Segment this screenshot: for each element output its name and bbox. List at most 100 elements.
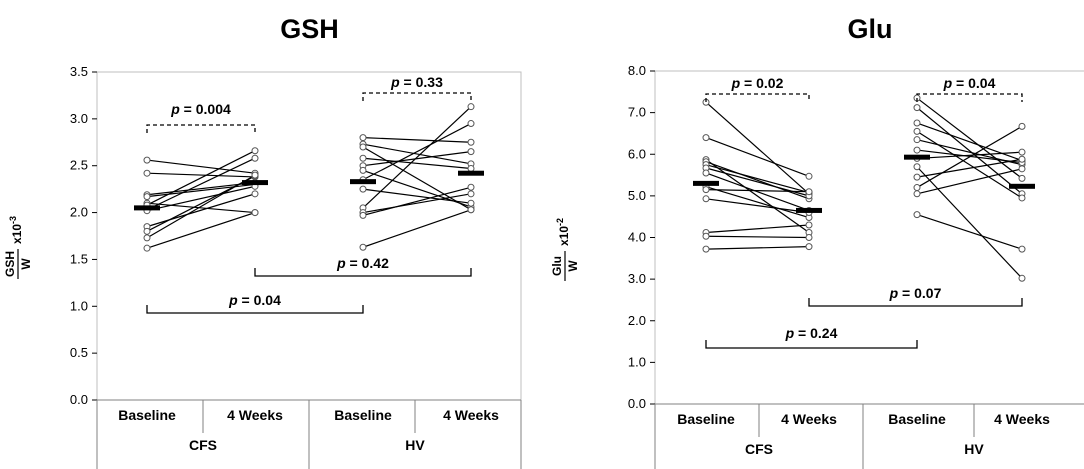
- data-point: [467, 103, 475, 111]
- x-category-label: Baseline: [677, 411, 735, 427]
- data-point: [702, 169, 710, 177]
- mean-bar: [350, 179, 376, 185]
- plot-frame: [96, 71, 522, 401]
- comparison-bracket: [808, 298, 1023, 307]
- mean-bar: [134, 205, 160, 211]
- x-category-label: Baseline: [334, 407, 392, 423]
- data-point: [913, 190, 921, 198]
- y-tick-label: 2.5: [70, 158, 88, 173]
- paired-line: [705, 189, 810, 193]
- data-point: [1018, 274, 1026, 282]
- paired-line: [705, 246, 810, 250]
- comparison-bracket: [146, 124, 256, 133]
- paired-line: [362, 151, 472, 167]
- paired-line: [146, 212, 256, 249]
- data-point: [251, 154, 259, 162]
- paired-line: [916, 122, 1023, 162]
- x-category-label: 4 Weeks: [994, 411, 1050, 427]
- mean-bar: [693, 180, 719, 186]
- paired-line: [146, 183, 256, 198]
- mean-bar: [242, 180, 268, 186]
- data-point: [805, 188, 813, 196]
- data-point: [702, 134, 710, 142]
- data-point: [359, 211, 367, 219]
- chart-title: Glu: [847, 14, 893, 44]
- paired-line: [362, 209, 472, 248]
- data-point: [913, 104, 921, 112]
- y-tick-label: 0.0: [628, 396, 646, 411]
- data-point: [143, 234, 151, 242]
- data-point: [251, 147, 259, 155]
- comparison-p-value: p = 0.004: [170, 101, 231, 117]
- comparison-p-value: p = 0.42: [336, 255, 389, 271]
- data-point: [359, 185, 367, 193]
- mean-bar: [458, 170, 484, 176]
- data-point: [702, 245, 710, 253]
- paired-line: [705, 137, 810, 177]
- plot-frame: [654, 70, 1084, 405]
- comparison-bracket: [146, 305, 364, 314]
- comparison-bracket: [705, 340, 918, 349]
- chart-title: GSH: [280, 14, 339, 44]
- y-tick-label: 6.0: [628, 146, 646, 161]
- x-category-label: 4 Weeks: [781, 411, 837, 427]
- data-point: [702, 232, 710, 240]
- data-point: [1018, 148, 1026, 156]
- paired-line: [146, 202, 256, 214]
- data-point: [913, 136, 921, 144]
- paired-line: [362, 106, 472, 209]
- data-point: [467, 120, 475, 128]
- paired-line: [705, 235, 810, 239]
- y-label-scale: x10-3: [8, 216, 24, 244]
- paired-line: [916, 107, 1023, 195]
- data-point: [143, 169, 151, 177]
- mean-bar: [796, 207, 822, 213]
- paired-line: [362, 143, 472, 165]
- comparison-p-value: p = 0.02: [731, 75, 784, 91]
- data-point: [143, 244, 151, 252]
- paired-line: [916, 158, 1023, 178]
- y-tick-label: 7.0: [628, 105, 646, 120]
- x-category-label: Baseline: [118, 407, 176, 423]
- data-point: [805, 221, 813, 229]
- y-tick-label: 1.0: [70, 298, 88, 313]
- comparison-bracket: [705, 93, 810, 102]
- y-tick-label: 5.0: [628, 188, 646, 203]
- paired-line: [916, 151, 1023, 160]
- paired-line: [146, 150, 256, 206]
- y-tick-label: 8.0: [628, 63, 646, 78]
- data-point: [1018, 122, 1026, 130]
- y-tick-label: 3.5: [70, 64, 88, 79]
- y-label-scale: x10-2: [555, 218, 571, 246]
- y-tick-label: 3.0: [70, 111, 88, 126]
- paired-line: [362, 193, 472, 214]
- paired-line: [146, 174, 256, 239]
- y-tick-label: 0.0: [70, 392, 88, 407]
- paired-line: [146, 157, 256, 211]
- data-point: [467, 148, 475, 156]
- data-point: [359, 243, 367, 251]
- mean-bar: [1009, 183, 1035, 189]
- data-point: [467, 165, 475, 173]
- data-point: [467, 138, 475, 146]
- data-point: [143, 227, 151, 235]
- data-point: [1018, 165, 1026, 173]
- data-point: [805, 172, 813, 180]
- data-point: [1018, 194, 1026, 202]
- paired-line: [146, 193, 256, 228]
- data-point: [913, 119, 921, 127]
- paired-line: [916, 130, 1023, 199]
- data-point: [913, 127, 921, 135]
- data-point: [467, 183, 475, 191]
- paired-line: [916, 168, 1023, 195]
- paired-line: [146, 185, 256, 212]
- data-point: [143, 156, 151, 164]
- x-group-label: HV: [964, 441, 984, 457]
- paired-line: [705, 198, 810, 214]
- data-point: [143, 193, 151, 201]
- paired-line: [705, 186, 810, 219]
- y-tick-label: 4.0: [628, 230, 646, 245]
